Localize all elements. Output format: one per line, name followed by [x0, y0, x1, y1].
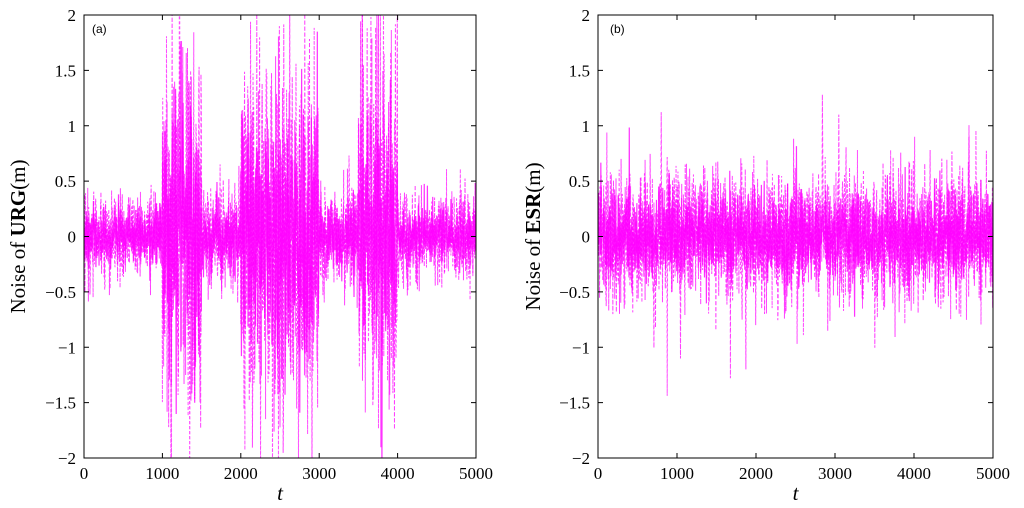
- y-tick-label: −1.5: [45, 394, 76, 413]
- y-tick-label: −0.5: [45, 283, 76, 302]
- x-axis-label: t: [277, 481, 284, 505]
- y-tick-label: 1.5: [569, 61, 590, 80]
- y-tick-label: −2: [572, 449, 590, 468]
- x-tick-label: 5000: [459, 464, 493, 483]
- x-tick-label: 5000: [976, 464, 1010, 483]
- y-axis-label-part: Noise of: [6, 237, 30, 314]
- noise-line-3: [598, 127, 993, 317]
- y-axis-label-part: Noise of: [521, 234, 545, 311]
- x-tick-label: 4000: [381, 464, 415, 483]
- chart-panel-a: 21.510.50−0.5−1−1.5−20 1000 2000 3000 4000 50…: [6, 6, 493, 505]
- y-axis-label-part: (m): [521, 162, 545, 192]
- chart-panel-b: 21.510.50−0.5−1−1.5−20 1000 2000 3000 4000 50…: [521, 6, 1010, 505]
- y-tick-label: 0: [68, 228, 77, 247]
- x-tick-label: 3000: [818, 464, 852, 483]
- y-tick-label: 2: [582, 6, 591, 25]
- panel-label: (b): [610, 22, 625, 36]
- noise-line-3: [84, 31, 476, 458]
- y-tick-label: 1: [582, 117, 591, 136]
- x-tick-label: 1000: [145, 464, 179, 483]
- x-tick-label: 1000: [660, 464, 694, 483]
- x-tick-label: 2000: [224, 464, 258, 483]
- y-tick-label: 0.5: [569, 172, 590, 191]
- x-tick-label: 0: [80, 464, 89, 483]
- y-tick-label: 1: [68, 117, 77, 136]
- y-axis-label: Noise of ESR(m): [521, 162, 545, 310]
- y-tick-label: 2: [68, 6, 77, 25]
- panel-label: (a): [92, 22, 107, 36]
- x-tick-label: 4000: [897, 464, 931, 483]
- x-axis-label: t: [793, 481, 800, 505]
- x-tick-label: 3000: [302, 464, 336, 483]
- y-tick-label: 0.5: [55, 172, 76, 191]
- y-axis-label: Noise of URG(m): [6, 160, 30, 314]
- y-axis-label-part: ESR: [521, 192, 545, 234]
- y-tick-label: −1: [58, 338, 76, 357]
- y-tick-label: −1.5: [559, 394, 590, 413]
- y-tick-label: −0.5: [559, 283, 590, 302]
- noise-series: [84, 15, 476, 458]
- y-tick-label: −2: [58, 449, 76, 468]
- noise-series: [598, 94, 993, 396]
- y-tick-label: 0: [582, 228, 591, 247]
- y-tick-label: 1.5: [55, 61, 76, 80]
- x-tick-label: 2000: [739, 464, 773, 483]
- y-axis-label-part: URG: [6, 190, 30, 237]
- y-axis-label-part: (m): [6, 160, 30, 190]
- x-tick-label: 0: [594, 464, 603, 483]
- y-tick-label: −1: [572, 338, 590, 357]
